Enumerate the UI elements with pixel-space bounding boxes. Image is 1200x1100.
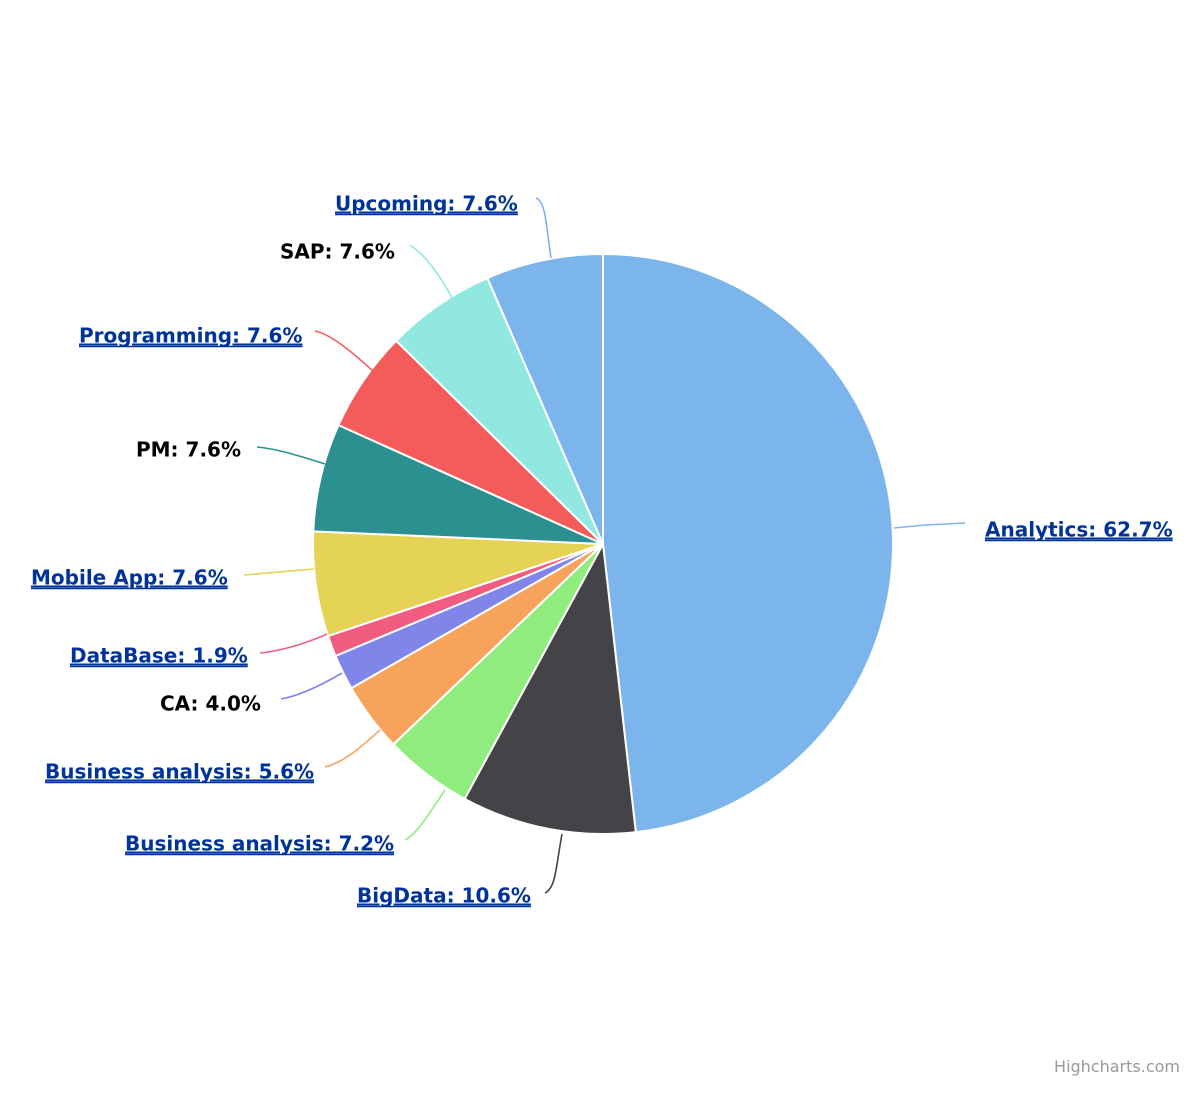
slices-layer bbox=[312, 253, 895, 835]
data-label-6[interactable]: DataBase: 1.9% bbox=[70, 644, 248, 668]
label-connector-11 bbox=[535, 197, 552, 259]
labels-layer: Analytics: 62.7% BigData: 10.6% Business a… bbox=[31, 192, 1173, 908]
data-label-2[interactable]: BigData: 10.6% bbox=[357, 884, 531, 908]
pie-slice-11[interactable] bbox=[486, 253, 604, 545]
label-connector-2 bbox=[544, 833, 563, 894]
pie-slice-1[interactable] bbox=[602, 253, 895, 834]
label-connector-6 bbox=[259, 633, 328, 654]
label-connector-1 bbox=[893, 522, 966, 529]
label-connector-5 bbox=[280, 672, 343, 700]
data-label-9[interactable]: Programming: 7.6% bbox=[79, 324, 302, 348]
data-label-11[interactable]: Upcoming: 7.6% bbox=[335, 192, 518, 216]
label-connector-3 bbox=[404, 789, 446, 841]
label-connector-7 bbox=[243, 568, 315, 576]
label-connector-10 bbox=[409, 244, 453, 299]
data-label-10: SAP: 7.6% bbox=[280, 240, 395, 264]
pie-slice-2[interactable] bbox=[463, 543, 637, 835]
data-label-1[interactable]: Analytics: 62.7% bbox=[985, 518, 1173, 542]
data-label-7[interactable]: Mobile App: 7.6% bbox=[31, 566, 228, 590]
label-connector-4 bbox=[324, 729, 381, 768]
data-label-5: CA: 4.0% bbox=[160, 692, 261, 716]
data-label-8: PM: 7.6% bbox=[136, 438, 241, 462]
credits-link[interactable]: Highcharts.com bbox=[1054, 1057, 1180, 1076]
connectors-layer bbox=[243, 197, 966, 894]
label-connector-8 bbox=[256, 446, 326, 465]
data-label-4[interactable]: Business analysis: 5.6% bbox=[45, 760, 314, 784]
data-label-3[interactable]: Business analysis: 7.2% bbox=[125, 832, 394, 856]
label-connector-9 bbox=[314, 330, 375, 373]
